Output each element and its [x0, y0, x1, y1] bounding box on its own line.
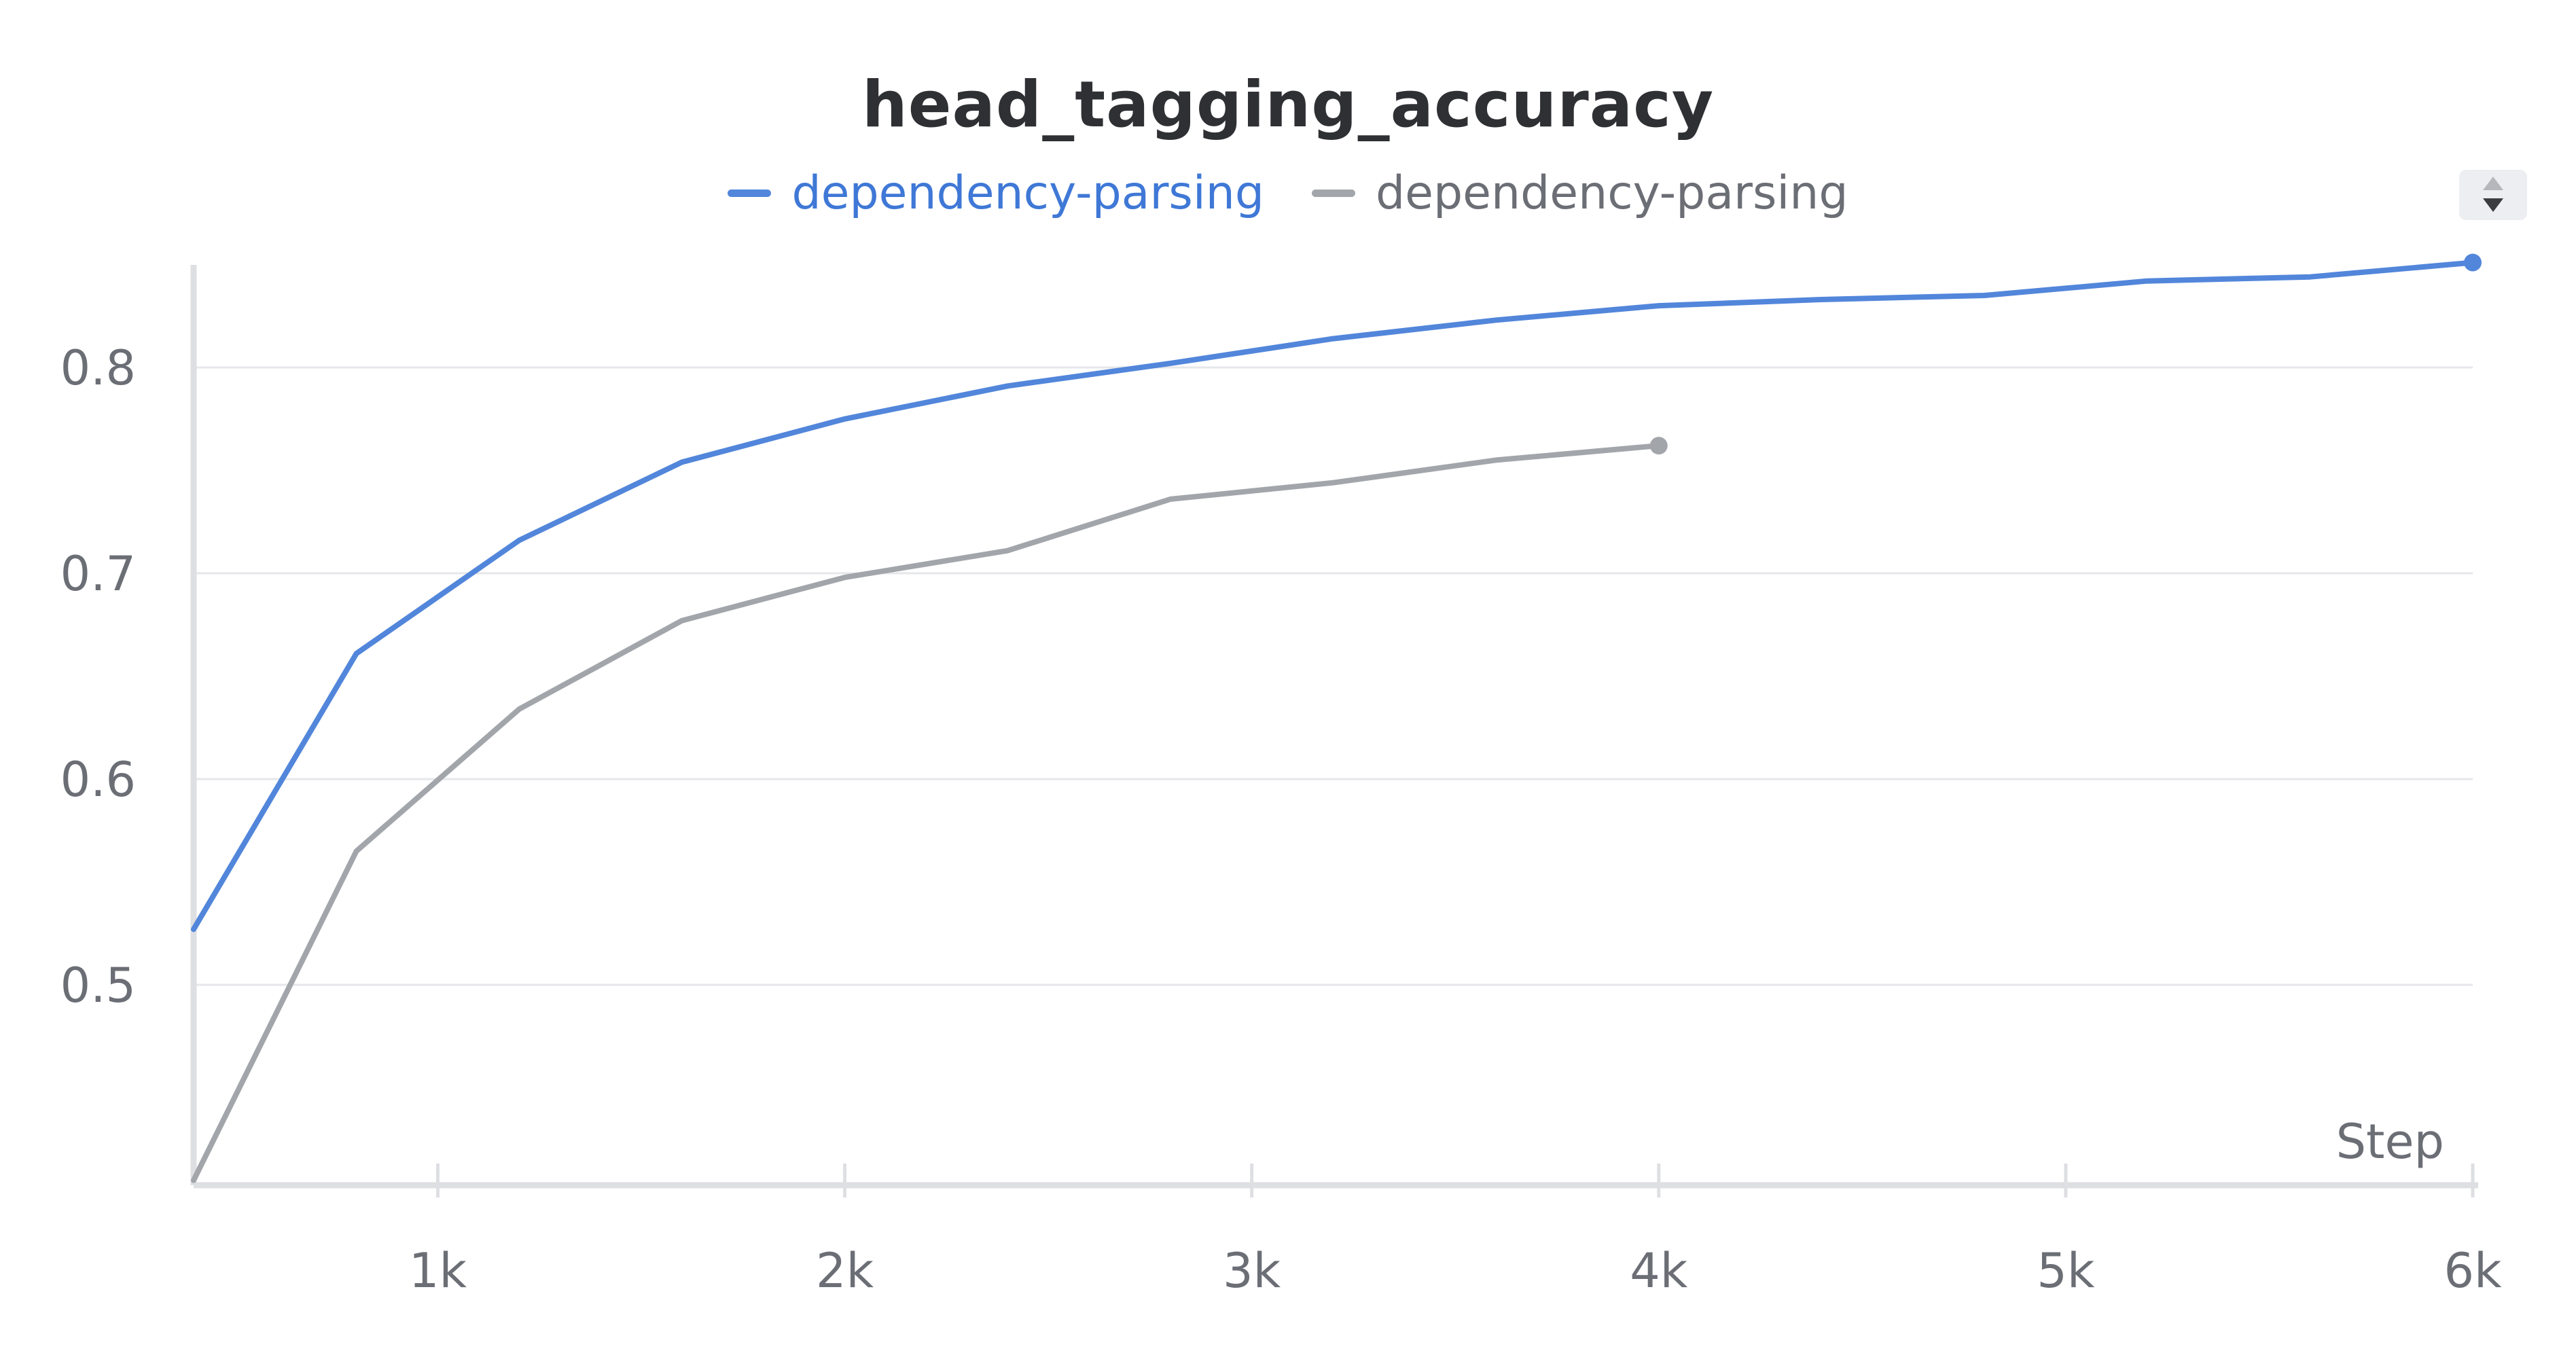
- series-line-2: [191, 443, 1662, 1183]
- sort-up-down-icon: [2483, 177, 2503, 212]
- y-tick-label: 0.5: [60, 958, 136, 1013]
- legend: dependency-parsing dependency-parsing: [0, 166, 2576, 220]
- series-line-1: [191, 259, 2475, 933]
- x-axis-label: Step: [2336, 1114, 2444, 1170]
- series-end-marker-1: [2464, 253, 2482, 272]
- x-tick-label: 3k: [1223, 1243, 1281, 1299]
- legend-label-series-1: dependency-parsing: [791, 166, 1264, 220]
- legend-swatch-series-2: [1312, 190, 1355, 197]
- legend-item-series-1[interactable]: dependency-parsing: [728, 166, 1264, 220]
- legend-item-series-2[interactable]: dependency-parsing: [1312, 166, 1848, 220]
- x-tick-label: 5k: [2037, 1243, 2095, 1299]
- legend-label-series-2: dependency-parsing: [1376, 166, 1848, 220]
- x-tick-label: 1k: [409, 1243, 467, 1299]
- sort-toggle-button[interactable]: [2459, 170, 2527, 220]
- y-tick-label: 0.6: [60, 752, 136, 808]
- chart-title: head_tagging_accuracy: [861, 68, 1715, 142]
- legend-swatch-series-1: [728, 190, 772, 197]
- x-tick-label: 2k: [816, 1243, 874, 1299]
- x-tick-label: 6k: [2444, 1243, 2502, 1299]
- y-tick-label: 0.8: [60, 340, 136, 396]
- series-end-marker-2: [1649, 437, 1668, 455]
- x-tick-label: 4k: [1630, 1243, 1688, 1299]
- y-tick-label: 0.7: [60, 546, 136, 602]
